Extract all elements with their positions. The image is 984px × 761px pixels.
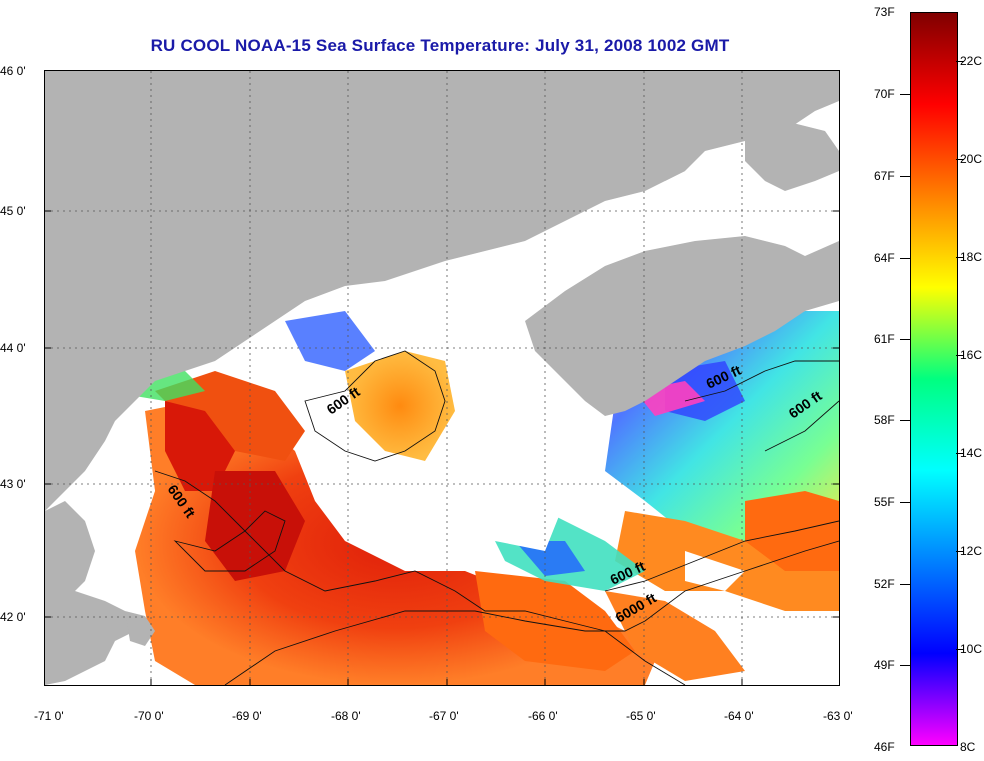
lon-label-63: -63 0' [823, 709, 853, 723]
graticule [45, 71, 839, 685]
sst-map: 600 ft 600 ft 600 ft 600 ft 600 ft 6000 … [44, 70, 840, 686]
colorbar-tick [900, 258, 910, 259]
colorbar-c-14: 14C [960, 446, 983, 460]
colorbar-f-58: 58F [874, 413, 895, 427]
lon-label-67: -67 0' [429, 709, 459, 723]
sst-orange-patch [345, 351, 455, 461]
colorbar-c-22: 22C [960, 54, 983, 68]
colorbar-f-61: 61F [874, 332, 895, 346]
lon-label-69: -69 0' [232, 709, 262, 723]
colorbar-f-55: 55F [874, 495, 895, 509]
colorbar-f-46: 46F [874, 740, 895, 754]
colorbar-tick [900, 94, 910, 95]
colorbar-tick [900, 176, 910, 177]
lon-label-70: -70 0' [134, 709, 164, 723]
colorbar-c-18: 18C [960, 250, 983, 264]
colorbar-tick [900, 339, 910, 340]
colorbar-c-20: 20C [960, 152, 983, 166]
colorbar-tick [900, 665, 910, 666]
colorbar-tick [900, 584, 910, 585]
colorbar-tick [956, 61, 964, 62]
lat-label-44: 44 0' [0, 341, 26, 355]
colorbar-f-64: 64F [874, 251, 895, 265]
lat-label-43: 43 0' [0, 477, 26, 491]
colorbar-tick [956, 551, 964, 552]
colorbar-tick [956, 355, 964, 356]
land-mass [45, 71, 839, 685]
axis-ticks [45, 210, 839, 685]
lon-label-71: -71 0' [34, 709, 64, 723]
colorbar-tick [956, 257, 964, 258]
temperature-colorbar [910, 12, 958, 746]
colorbar-tick [956, 453, 964, 454]
colorbar-f-67: 67F [874, 169, 895, 183]
map-title: RU COOL NOAA-15 Sea Surface Temperature:… [150, 36, 730, 55]
colorbar-c-16: 16C [960, 348, 983, 362]
lon-label-64: -64 0' [724, 709, 754, 723]
colorbar-tick [956, 649, 964, 650]
lat-label-42: 42 0' [0, 610, 26, 624]
lon-label-68: -68 0' [331, 709, 361, 723]
colorbar-tick [900, 420, 910, 421]
colorbar-f-52: 52F [874, 577, 895, 591]
colorbar-c-12: 12C [960, 544, 983, 558]
colorbar-c-8: 8C [960, 740, 976, 754]
colorbar-f-70: 70F [874, 87, 895, 101]
colorbar-tick [956, 159, 964, 160]
cloud-mask [105, 261, 745, 591]
lon-label-65: -65 0' [626, 709, 656, 723]
lat-label-46: 46 0' [0, 64, 26, 78]
colorbar-f-73: 73F [874, 5, 895, 19]
colorbar-c-10: 10C [960, 642, 983, 656]
lat-label-45: 45 0' [0, 204, 26, 218]
lon-label-66: -66 0' [528, 709, 558, 723]
colorbar-f-49: 49F [874, 658, 895, 672]
colorbar-tick [900, 502, 910, 503]
bathymetry-contours [154, 350, 839, 685]
